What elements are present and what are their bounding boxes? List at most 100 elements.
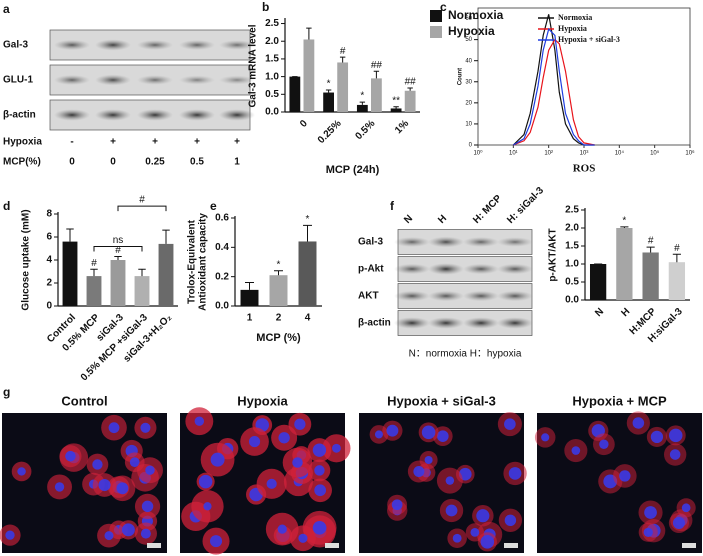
legend-label: Hypoxia (558, 24, 587, 33)
x-tick-label: 4 (305, 313, 311, 324)
error-bar (359, 101, 366, 105)
y-tick-label: 0.4 (215, 242, 229, 253)
nucleus (476, 509, 490, 523)
lane-label: H: MCP (471, 193, 504, 226)
nucleus (278, 432, 290, 444)
nucleus (681, 503, 691, 513)
nucleus (298, 533, 308, 543)
scale-bar (325, 543, 339, 548)
lane-label: N (402, 213, 415, 226)
nucleus (277, 524, 287, 534)
x-axis-label: ROS (573, 163, 596, 175)
blot-band (394, 290, 430, 302)
nucleus (421, 425, 436, 440)
histogram-curve (512, 14, 595, 146)
y-axis-label: Glucose uptake (mM) (21, 209, 32, 310)
bracket-label: ns (113, 235, 124, 246)
nucleus (391, 499, 403, 511)
bar (668, 262, 686, 300)
x-tick-label: H (619, 306, 632, 319)
bracket (117, 205, 167, 212)
nucleus (508, 467, 522, 480)
nucleus (92, 459, 103, 470)
nucleus (445, 504, 458, 517)
error-bar (373, 70, 380, 79)
bar (370, 78, 382, 112)
blot-row-label: Gal-3 (358, 237, 383, 248)
x-tick-label: 10⁴ (615, 150, 625, 157)
legend-label: Normoxia (448, 8, 504, 22)
nucleus (374, 430, 383, 439)
nucleus (314, 465, 325, 476)
nucleus (650, 430, 664, 444)
blot-band (137, 109, 173, 121)
bar (86, 276, 102, 306)
nucleus (17, 467, 26, 476)
y-tick-label: 30 (465, 79, 472, 85)
blot-band (95, 39, 131, 51)
significance-mark: * (277, 259, 281, 270)
y-tick-label: 2.5 (565, 205, 579, 216)
nucleus (332, 443, 341, 453)
blot-row-label: Gal-3 (3, 40, 28, 51)
nucleus (294, 418, 306, 430)
y-tick-label: 1.5 (265, 54, 279, 65)
significance-mark: * (327, 79, 331, 90)
nucleus (599, 439, 609, 449)
blot-band (137, 75, 173, 85)
nucleus (504, 418, 516, 430)
blot-band (463, 237, 499, 247)
significance-mark: * (306, 214, 310, 225)
blot-band (497, 290, 533, 302)
bar (616, 228, 633, 300)
nucleus (54, 482, 65, 492)
blot-row-label: β-actin (3, 110, 36, 121)
nucleus (644, 506, 657, 519)
error-bar (393, 106, 399, 109)
legend-label: Hypoxia (448, 24, 495, 38)
nucleus (480, 535, 495, 549)
bar (356, 104, 368, 112)
significance-mark: ## (405, 77, 417, 88)
nucleus (436, 430, 449, 442)
y-tick-label: 0 (469, 143, 473, 149)
image-title: Hypoxia + siGal-3 (387, 393, 496, 408)
blot-caption: N：normoxia H：hypoxia (409, 349, 522, 360)
bar (289, 76, 301, 112)
nucleus (266, 478, 277, 489)
x-tick-label: 1% (393, 118, 411, 136)
nucleus (140, 528, 151, 539)
y-tick-label: 0 (46, 301, 52, 312)
nucleus (140, 422, 151, 433)
error-bar (245, 282, 254, 290)
nucleus (470, 527, 480, 537)
y-tick-label: 2 (46, 278, 52, 289)
error-bar (274, 270, 283, 276)
significance-mark: # (674, 243, 680, 254)
x-tick-label: 10² (544, 151, 553, 157)
nucleus (672, 516, 685, 529)
nucleus (209, 535, 223, 548)
scale-bar (504, 543, 518, 548)
bar (158, 243, 174, 306)
blot-band (497, 317, 533, 329)
nucleus (98, 478, 111, 492)
blot-band (428, 317, 464, 329)
blot-band (428, 263, 464, 275)
image-title: Hypoxia + MCP (572, 393, 667, 408)
error-bar (407, 87, 413, 91)
nucleus (203, 502, 212, 511)
nucleus (292, 457, 303, 468)
bar (269, 275, 288, 306)
x-tick-label: 1 (247, 313, 253, 324)
x-tick-label: 0.5% (353, 118, 377, 142)
panel-label: b (262, 0, 269, 14)
error-bar (646, 246, 655, 253)
legend-label: Hypoxia + siGal-3 (558, 35, 620, 44)
nucleus (643, 527, 653, 537)
nucleus (669, 449, 681, 460)
blot-band (95, 109, 131, 121)
nucleus (210, 452, 225, 467)
x-tick-label: 10⁵ (650, 150, 660, 157)
